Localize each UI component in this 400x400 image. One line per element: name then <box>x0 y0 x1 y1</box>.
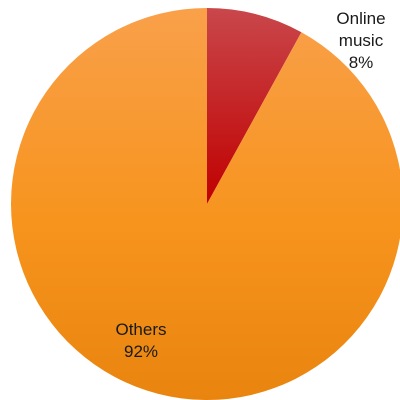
slice-label: Online music 8% <box>336 9 385 72</box>
pie-slice <box>11 8 400 400</box>
slice-name: Others <box>115 320 166 339</box>
slice-label: Others 92% <box>115 320 166 361</box>
slice-percent: 8% <box>349 53 374 72</box>
pie-slice <box>207 8 302 204</box>
pie-slices <box>11 8 400 400</box>
slice-name: music <box>339 31 384 50</box>
slice-percent: 92% <box>124 342 158 361</box>
slice-name: Online <box>336 9 385 28</box>
pie-labels: Online music 8% Others 92% <box>115 9 385 361</box>
